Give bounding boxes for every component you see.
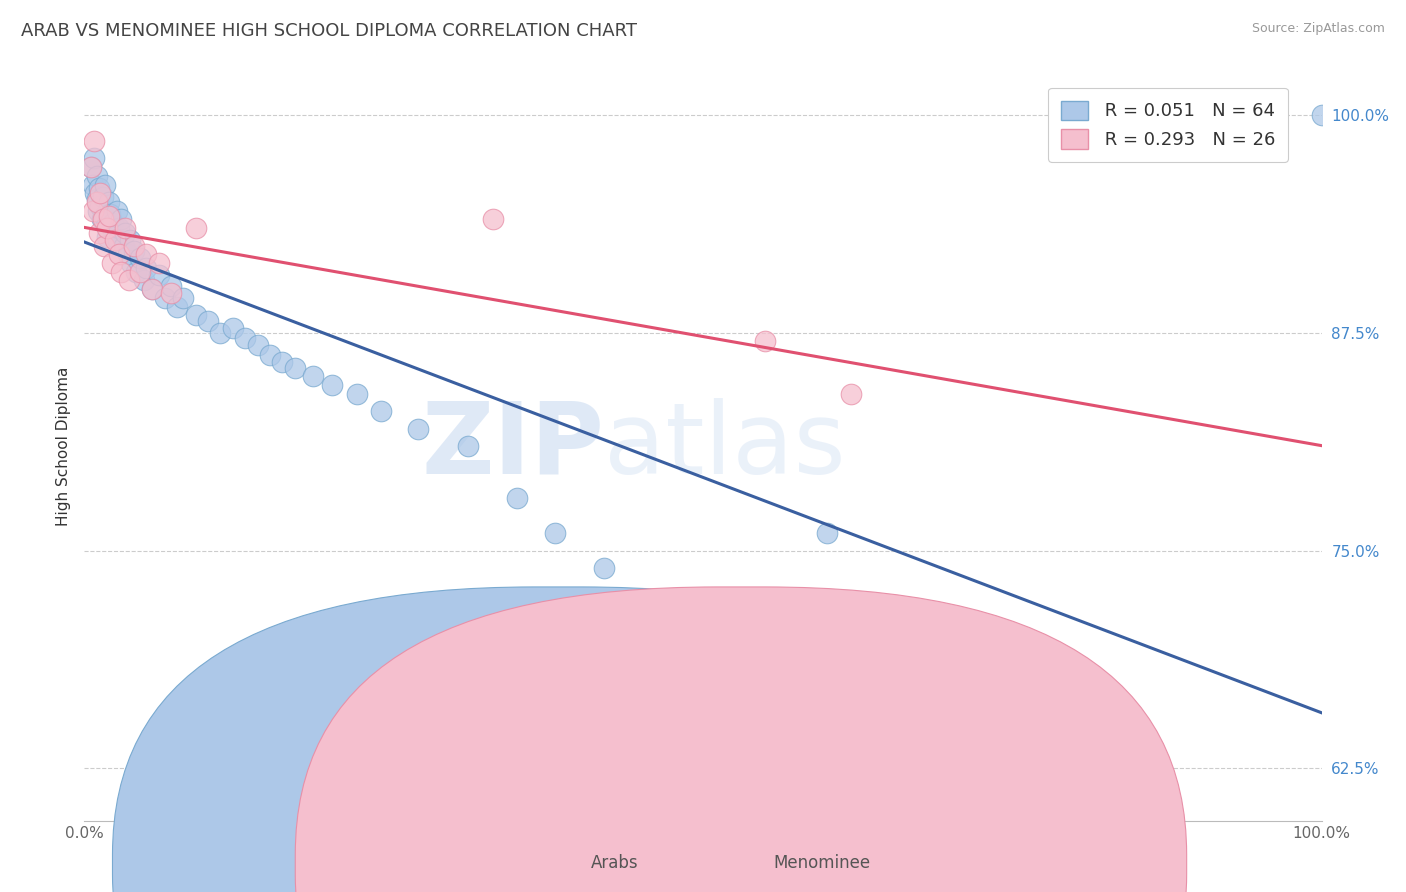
Point xyxy=(543,526,565,541)
Point xyxy=(89,198,111,212)
Point xyxy=(108,221,131,235)
Point xyxy=(346,386,368,401)
Point xyxy=(184,221,207,235)
Point xyxy=(321,378,343,392)
Point xyxy=(82,178,104,192)
Point xyxy=(89,227,111,241)
Point xyxy=(110,212,132,227)
Text: Menominee: Menominee xyxy=(773,855,870,872)
Point xyxy=(120,256,142,270)
Point xyxy=(129,265,152,279)
Point xyxy=(91,190,114,204)
Point xyxy=(120,233,142,247)
Point xyxy=(100,221,122,235)
Point xyxy=(108,247,131,261)
Text: Source: ZipAtlas.com: Source: ZipAtlas.com xyxy=(1251,22,1385,36)
Point xyxy=(122,244,145,258)
Point xyxy=(302,369,325,384)
Point xyxy=(222,320,245,334)
Point xyxy=(110,265,132,279)
Point xyxy=(98,207,121,221)
Point xyxy=(91,212,114,227)
Point xyxy=(96,221,118,235)
Point xyxy=(98,209,121,223)
Point xyxy=(172,291,194,305)
Point xyxy=(877,665,900,680)
Point xyxy=(370,404,392,418)
Point xyxy=(209,326,232,340)
Point xyxy=(153,291,176,305)
Point xyxy=(101,216,124,230)
Point xyxy=(90,212,112,227)
Point xyxy=(79,160,101,174)
Point xyxy=(125,265,148,279)
Point xyxy=(118,273,141,287)
Point xyxy=(160,285,183,300)
Point xyxy=(100,256,122,270)
Point xyxy=(815,526,838,541)
Point xyxy=(114,221,136,235)
Point xyxy=(93,209,115,223)
Point xyxy=(271,355,294,369)
Point xyxy=(104,230,127,244)
Text: ARAB VS MENOMINEE HIGH SCHOOL DIPLOMA CORRELATION CHART: ARAB VS MENOMINEE HIGH SCHOOL DIPLOMA CO… xyxy=(21,22,637,40)
Text: Arabs: Arabs xyxy=(591,855,638,872)
Point xyxy=(481,212,503,227)
Point xyxy=(754,334,776,349)
Point xyxy=(89,181,111,195)
Point xyxy=(148,268,170,283)
Point xyxy=(122,238,145,252)
Point xyxy=(135,247,157,261)
Point xyxy=(104,233,127,247)
Point xyxy=(82,203,104,218)
Point xyxy=(86,169,108,183)
Point xyxy=(593,561,616,575)
Point xyxy=(105,203,128,218)
Point xyxy=(284,360,307,375)
Point xyxy=(94,178,117,192)
Text: ZIP: ZIP xyxy=(422,398,605,494)
Point xyxy=(408,421,430,435)
Point xyxy=(184,308,207,322)
Point xyxy=(141,282,163,296)
Point xyxy=(233,331,256,345)
Point xyxy=(114,227,136,241)
Point xyxy=(141,282,163,296)
Point xyxy=(79,160,101,174)
Point xyxy=(506,491,529,506)
Point xyxy=(86,195,108,210)
Point xyxy=(197,313,219,327)
Point xyxy=(166,300,188,314)
Point xyxy=(89,186,111,201)
Point xyxy=(117,247,139,261)
Point xyxy=(93,238,115,252)
Point xyxy=(160,278,183,293)
Point xyxy=(841,386,863,401)
Point xyxy=(107,233,129,247)
Point xyxy=(87,203,110,218)
Point xyxy=(98,195,121,210)
Point xyxy=(83,134,105,148)
Point xyxy=(84,186,107,201)
Point xyxy=(86,192,108,206)
Point xyxy=(135,261,157,276)
Point xyxy=(1063,770,1085,784)
Point xyxy=(1310,108,1333,122)
Point xyxy=(457,439,479,453)
Point xyxy=(83,152,105,166)
Legend:  R = 0.051   N = 64,  R = 0.293   N = 26: R = 0.051 N = 64, R = 0.293 N = 26 xyxy=(1049,88,1288,162)
Point xyxy=(129,251,152,265)
Point xyxy=(112,238,135,252)
Point xyxy=(148,256,170,270)
Point xyxy=(246,338,269,352)
Y-axis label: High School Diploma: High School Diploma xyxy=(56,367,72,525)
Point xyxy=(655,596,678,610)
Text: atlas: atlas xyxy=(605,398,845,494)
Point xyxy=(96,216,118,230)
Point xyxy=(132,273,155,287)
Point xyxy=(96,230,118,244)
Point xyxy=(259,348,281,362)
Point xyxy=(717,631,740,645)
